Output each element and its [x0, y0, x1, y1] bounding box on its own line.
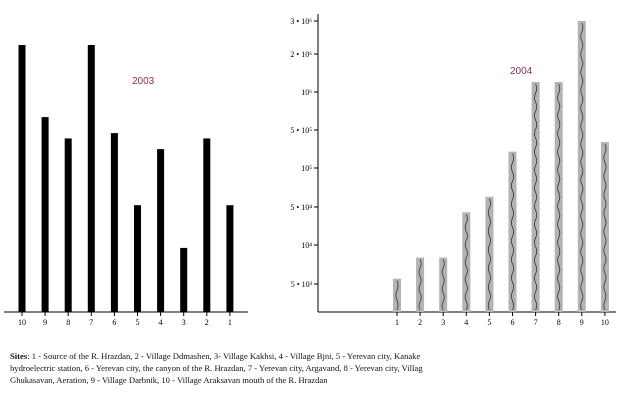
chart-2004: 2004 5 • 10³ 10⁴ 5 • 10⁴ 10⁵ 5 • 10⁵ 10⁶ 2 • 1… [290, 14, 616, 327]
bar-2003-site-5 [134, 205, 141, 312]
ytick-label-2004-6: 2 • 10⁶ [290, 50, 312, 59]
bar-2004-site-8 [554, 82, 563, 312]
bar-2004-site-4 [462, 212, 471, 312]
tick-label-2003-4: 4 [159, 318, 163, 327]
bar-2004-site-1 [393, 278, 401, 312]
bar-pattern-2004-site-9 [580, 22, 584, 311]
sites-line-3: Ghukasavan, Aeration, 9 - Village Darbni… [10, 375, 328, 385]
bar-pattern-2004-site-5 [487, 198, 491, 311]
bar-pattern-2004-site-8 [557, 83, 561, 311]
bar-2003-site-4 [157, 149, 165, 312]
ytick-label-2004-0: 5 • 10³ [291, 280, 313, 289]
bar-pattern-2004-site-7 [534, 83, 538, 311]
ytick-label-2004-3: 10⁵ [301, 164, 312, 173]
bar-2003-site-10 [18, 45, 26, 312]
bar-2003-site-1 [226, 205, 234, 312]
ytick-label-2004-4: 5 • 10⁵ [290, 126, 312, 135]
bar-pattern-2004-site-10 [603, 143, 607, 311]
tick-label-2004-1: 1 [395, 318, 399, 327]
bar-pattern-2004-site-4 [464, 214, 468, 311]
tick-label-2003-7: 7 [89, 318, 93, 327]
tick-label-2004-9: 9 [580, 318, 584, 327]
tick-label-2003-9: 9 [43, 318, 47, 327]
ytick-label-2004-2: 5 • 10⁴ [290, 203, 312, 212]
tick-label-2003-2: 2 [205, 318, 209, 327]
bar-pattern-2004-site-1 [395, 280, 399, 311]
tick-label-2004-4: 4 [464, 318, 468, 327]
sites-line-2: hydroelectric station, 6 - Yerevan city,… [10, 363, 423, 373]
tick-label-2004-2: 2 [418, 318, 422, 327]
sites-line-1: Sites: 1 - Source of the R. Hrazdan, 2 -… [10, 350, 620, 362]
sites-text-1: : 1 - Source of the R. Hrazdan, 2 - Vill… [27, 351, 421, 361]
bar-2003-site-3 [180, 247, 188, 312]
ytick-label-2004-1: 10⁴ [301, 241, 312, 250]
tick-label-2004-8: 8 [557, 318, 561, 327]
tick-label-2003-8: 8 [66, 318, 70, 327]
bar-pattern-2004-site-6 [511, 153, 514, 311]
bar-pattern-2004-site-3 [441, 259, 445, 311]
ytick-label-2004-7: 3 • 10⁶ [290, 17, 312, 26]
ytick-label-2004-5: 10⁶ [301, 88, 312, 97]
chart-2003: 2003 10 9 8 7 6 5 4 3 2 1 [4, 45, 248, 327]
bar-2003-site-7 [87, 45, 95, 312]
bar-pattern-2004-site-2 [418, 259, 422, 311]
tick-label-2004-6: 6 [511, 318, 515, 327]
sites-legend: Sites: 1 - Source of the R. Hrazdan, 2 -… [10, 350, 620, 394]
bar-2003-site-6 [110, 133, 118, 312]
tick-label-2003-10: 10 [18, 318, 26, 327]
tick-label-2004-5: 5 [487, 318, 491, 327]
tick-label-2003-3: 3 [182, 318, 186, 327]
year-label-2004: 2004 [510, 66, 533, 77]
bar-2003-site-2 [203, 138, 211, 312]
bar-2003-site-9 [41, 117, 49, 312]
tick-label-2004-10: 10 [601, 318, 609, 327]
tick-label-2003-5: 5 [136, 318, 140, 327]
year-label-2003: 2003 [132, 76, 155, 87]
tick-label-2004-7: 7 [534, 318, 538, 327]
tick-label-2003-6: 6 [112, 318, 116, 327]
tick-label-2004-3: 3 [441, 318, 445, 327]
bar-2004-site-6 [508, 151, 517, 312]
bar-2004-site-7 [531, 82, 540, 312]
tick-label-2003-1: 1 [228, 318, 232, 327]
sites-heading: Sites [10, 351, 28, 361]
bar-2003-site-8 [64, 138, 72, 312]
